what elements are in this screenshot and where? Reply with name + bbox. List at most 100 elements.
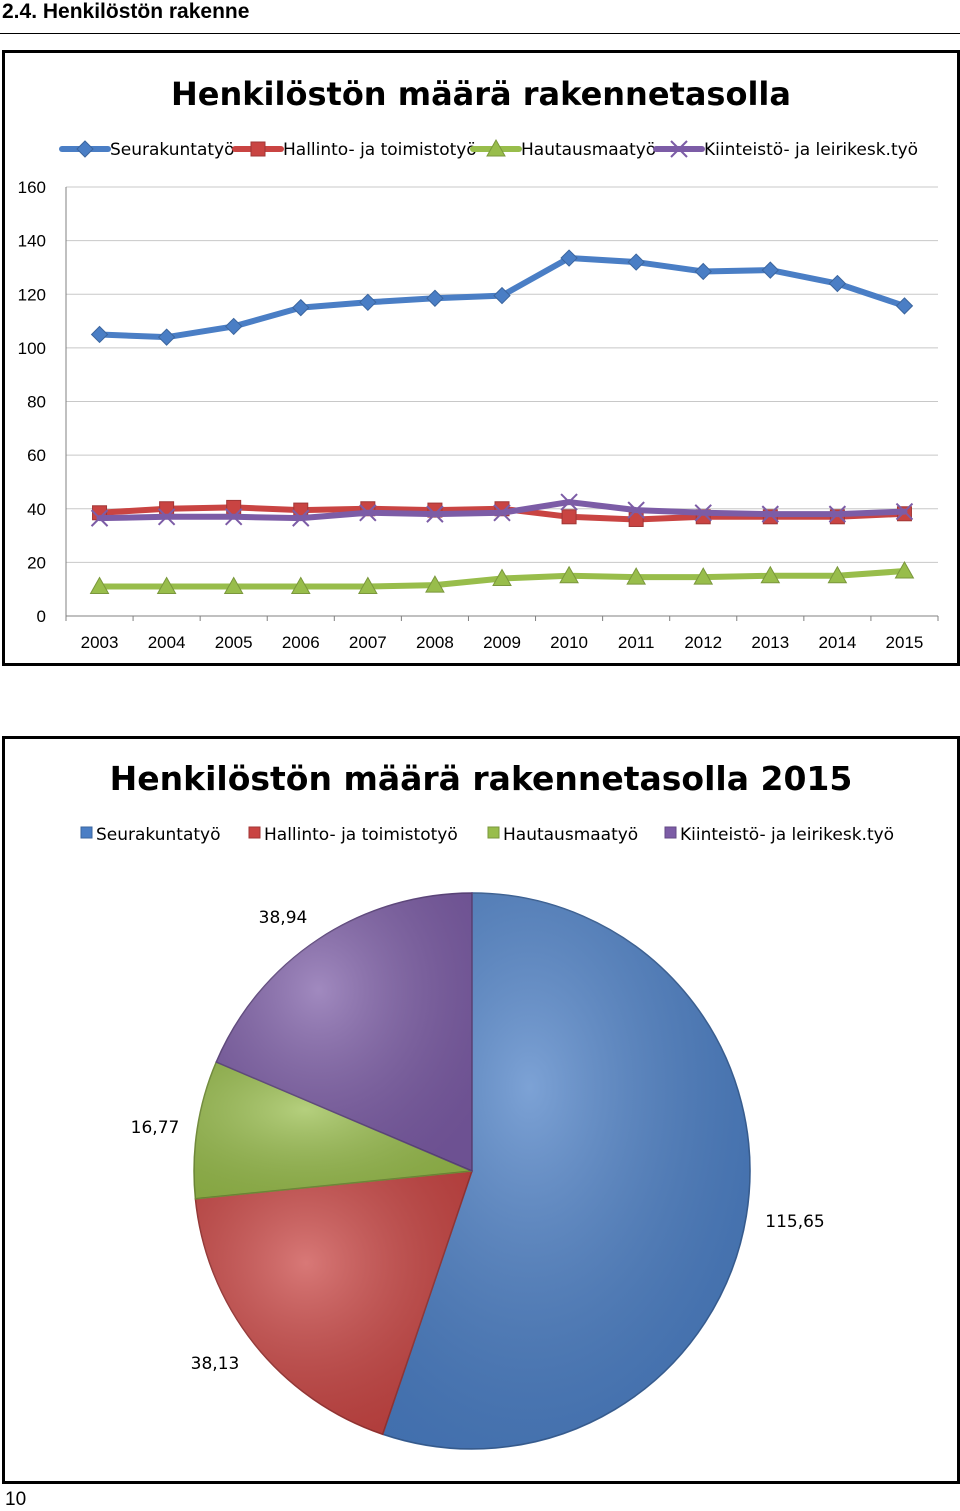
slice-shading bbox=[216, 893, 472, 1171]
data-point bbox=[827, 565, 848, 584]
pie-chart-plot: Seurakuntatyö Hallinto- ja toimistotyö Hau… bbox=[80, 825, 894, 1450]
x-tick-label: 2012 bbox=[684, 633, 722, 652]
data-point bbox=[492, 568, 512, 586]
data-point bbox=[425, 575, 445, 593]
data-point bbox=[693, 567, 714, 585]
data-point bbox=[224, 317, 243, 336]
series-hautausmaatyo bbox=[89, 561, 915, 595]
legend-kiinteisto-ja-leirikesk-tyo: Kiinteistö- ja leirikesk.työ bbox=[653, 140, 918, 160]
data-point bbox=[426, 505, 444, 523]
legend-swatch bbox=[248, 826, 261, 839]
data-point bbox=[560, 249, 578, 267]
pie-chart: Henkilöstön määrä rakennetasolla 2015 Se… bbox=[2, 736, 960, 1484]
data-point bbox=[156, 576, 177, 595]
legend-label: Seurakuntatyö bbox=[96, 825, 221, 845]
y-tick-label: 160 bbox=[18, 178, 46, 197]
data-point bbox=[89, 576, 110, 595]
data-point bbox=[359, 504, 377, 522]
slice-data-label: 38,13 bbox=[191, 1354, 240, 1374]
line-chart-plot: Seurakuntatyö Hallinto- ja toimistotyö Hau… bbox=[18, 138, 939, 652]
data-point bbox=[426, 289, 444, 307]
legend-marker-x-icon bbox=[670, 140, 688, 158]
legend-label: Hautausmaatyö bbox=[503, 825, 638, 845]
slice-data-label: 38,94 bbox=[259, 908, 308, 928]
legend-hautausmaatyo: Hautausmaatyö bbox=[470, 138, 656, 160]
data-point bbox=[90, 325, 109, 344]
series-seurakuntatyo bbox=[90, 249, 914, 346]
x-tick-label: 2007 bbox=[349, 633, 387, 652]
slice-shading bbox=[382, 893, 750, 1449]
x-tick-label: 2013 bbox=[751, 633, 789, 652]
data-point bbox=[694, 262, 712, 281]
x-tick-label: 2004 bbox=[148, 633, 186, 652]
legend-label: Hautausmaatyö bbox=[521, 140, 656, 160]
y-tick-label: 100 bbox=[18, 339, 46, 358]
x-tick-label: 2009 bbox=[483, 633, 521, 652]
page-number: 10 bbox=[5, 1489, 27, 1510]
x-tick-label: 2005 bbox=[215, 633, 253, 652]
data-point bbox=[560, 493, 578, 511]
legend-marker-triangle-icon bbox=[486, 138, 506, 157]
pie-slice-seurakuntatyo bbox=[381, 892, 751, 1450]
slice-shading bbox=[194, 1062, 473, 1199]
legend-seurakuntatyo: Seurakuntatyö bbox=[59, 140, 235, 160]
x-tick-label: 2008 bbox=[416, 633, 454, 652]
data-point bbox=[760, 565, 781, 584]
data-point bbox=[90, 509, 109, 527]
pie-chart-title: Henkilöstön määrä rakennetasolla 2015 bbox=[109, 759, 853, 798]
data-point bbox=[895, 297, 914, 315]
legend-label: Seurakuntatyö bbox=[110, 140, 235, 160]
y-tick-label: 60 bbox=[27, 446, 46, 465]
legend-label: Hallinto- ja toimistotyö bbox=[283, 140, 477, 160]
legend-label: Kiinteistö- ja leirikesk.työ bbox=[704, 140, 918, 160]
pie-slice-hautausmaatyo bbox=[193, 1061, 473, 1200]
line-chart-title: Henkilöstön määrä rakennetasolla bbox=[171, 75, 791, 113]
data-point bbox=[895, 502, 914, 521]
y-tick-label: 80 bbox=[27, 393, 46, 412]
y-tick-label: 120 bbox=[18, 285, 46, 304]
x-tick-label: 2003 bbox=[81, 633, 119, 652]
data-point bbox=[626, 567, 647, 585]
legend-marker-diamond-icon bbox=[76, 140, 94, 158]
data-point bbox=[159, 501, 175, 517]
legend-swatch bbox=[664, 826, 677, 839]
legend-label: Hallinto- ja toimistotyö bbox=[264, 825, 458, 845]
legend-label: Kiinteistö- ja leirikesk.työ bbox=[680, 825, 894, 845]
data-point bbox=[292, 509, 310, 527]
x-tick-label: 2010 bbox=[550, 633, 588, 652]
data-point bbox=[224, 508, 243, 526]
y-tick-label: 0 bbox=[37, 607, 46, 626]
pie-slice-kiinteisto-ja-leirikesk-tyo bbox=[215, 892, 473, 1173]
data-point bbox=[828, 274, 847, 293]
data-point bbox=[894, 561, 915, 579]
data-point bbox=[493, 504, 511, 522]
data-point bbox=[357, 576, 378, 595]
x-tick-label: 2006 bbox=[282, 633, 320, 652]
legend-kiinteisto-ja-leirikesk-tyo: Kiinteistö- ja leirikesk.työ bbox=[664, 825, 894, 845]
slice-data-label: 16,77 bbox=[131, 1118, 180, 1138]
data-point bbox=[694, 504, 712, 522]
pie-slice-hallinto-ja-toimistotyo bbox=[194, 1170, 474, 1436]
data-point bbox=[359, 293, 377, 312]
data-point bbox=[761, 261, 780, 279]
data-point bbox=[157, 508, 176, 526]
data-point bbox=[828, 505, 847, 523]
data-point bbox=[559, 565, 579, 584]
header-rule bbox=[0, 33, 960, 34]
legend-swatch bbox=[487, 826, 500, 839]
x-tick-label: 2014 bbox=[818, 633, 856, 652]
legend-swatch bbox=[80, 826, 93, 839]
data-point bbox=[292, 298, 310, 317]
data-point bbox=[627, 253, 645, 271]
legend-hallinto-ja-toimistotyo: Hallinto- ja toimistotyö bbox=[248, 825, 458, 845]
legend-marker-square-icon bbox=[250, 141, 266, 157]
series-kiinteisto-ja-leirikesk-tyo bbox=[90, 493, 914, 527]
legend-seurakuntatyo: Seurakuntatyö bbox=[80, 825, 221, 845]
slice-data-label: 115,65 bbox=[765, 1212, 824, 1232]
y-tick-label: 20 bbox=[27, 553, 46, 572]
legend-hallinto-ja-toimistotyo: Hallinto- ja toimistotyö bbox=[232, 140, 477, 160]
data-point bbox=[290, 576, 311, 595]
x-tick-label: 2011 bbox=[618, 633, 655, 652]
y-tick-label: 140 bbox=[18, 232, 46, 251]
data-point bbox=[627, 501, 645, 519]
